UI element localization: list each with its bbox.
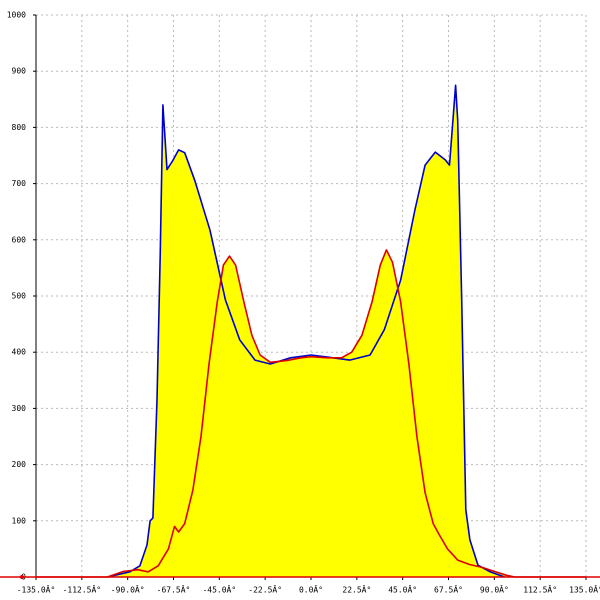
y-tick-label: 500 [12, 292, 27, 301]
x-tick-label: -90.0Â° [111, 584, 145, 595]
x-tick-label: 112.5Â° [523, 584, 557, 595]
x-tick-label: 0.0Â° [299, 584, 323, 595]
x-tick-label: 67.5Â° [434, 584, 463, 595]
y-tick-label: 300 [12, 404, 27, 413]
x-tick-label: 45.0Â° [388, 584, 417, 595]
x-tick-label: -67.5Â° [157, 584, 191, 595]
y-tick-label: 400 [12, 348, 27, 357]
series-line [36, 249, 586, 578]
y-tick-label: 200 [12, 460, 27, 469]
y-tick-label: 600 [12, 235, 27, 244]
x-tick-label: 135.0Â° [569, 584, 600, 595]
area-fill [36, 249, 586, 577]
origin-dot [20, 575, 24, 579]
x-tick-label: -135.0Â° [17, 584, 56, 595]
y-tick-label: 1000 [7, 11, 26, 20]
x-tick-label: -22.5Â° [248, 584, 282, 595]
y-tick-label: 900 [12, 67, 27, 76]
x-tick-label: 90.0Â° [480, 584, 509, 595]
series-line [107, 84, 505, 578]
x-tick-label: -112.5Â° [63, 584, 102, 595]
y-tick-label: 800 [12, 123, 27, 132]
x-tick-label: 22.5Â° [342, 584, 371, 595]
x-tick-label: -45.0Â° [202, 584, 236, 595]
y-tick-label: 100 [12, 516, 27, 525]
y-tick-label: 700 [12, 179, 27, 188]
